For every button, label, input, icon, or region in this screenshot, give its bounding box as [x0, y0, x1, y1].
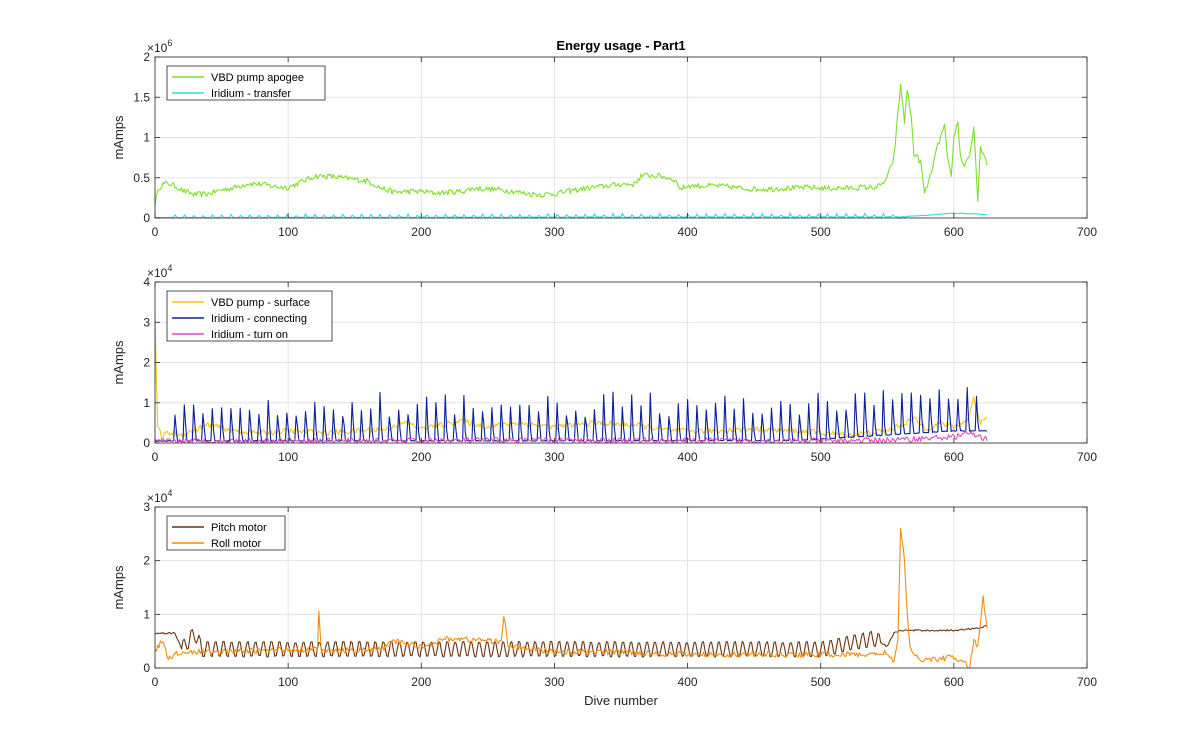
axis-exponent: ×104 [147, 488, 172, 505]
y-tick-label: 1.5 [133, 90, 150, 104]
x-tick-label: 600 [944, 225, 964, 239]
y-tick-label: 1 [143, 396, 150, 410]
series-group [155, 83, 988, 218]
exponent-power: 6 [167, 38, 172, 48]
y-tick-label: 0 [143, 436, 150, 450]
x-tick-label: 400 [678, 450, 698, 464]
y-tick-label: 0.5 [133, 171, 150, 185]
series-group [155, 315, 988, 443]
axis-exponent: ×106 [147, 38, 172, 55]
x-tick-label: 600 [944, 450, 964, 464]
series-line-iridium-transfer [155, 212, 988, 218]
x-tick-label: 100 [278, 450, 298, 464]
series-group [155, 527, 988, 668]
x-tick-label: 300 [544, 225, 564, 239]
series-line-vbd-pump-apogee [155, 83, 988, 206]
y-tick-label: 1 [143, 131, 150, 145]
plot-area [155, 507, 1087, 668]
series-line-iridium-turn-on [155, 430, 988, 443]
chart-panel-3: 0 100 200 300 400 500 600 700 0 1 2 3×104 mAmps Dive … [111, 488, 1097, 708]
y-tick-label: 2 [143, 356, 150, 370]
x-tick-label: 500 [811, 225, 831, 239]
legend: Pitch motor Roll motor [166, 515, 286, 551]
x-tick-label: 500 [811, 450, 831, 464]
y-tick-label: 0 [143, 661, 150, 675]
series-line-roll-motor [155, 527, 988, 668]
x-tick-label: 700 [1077, 675, 1097, 689]
x-tick-label: 0 [152, 675, 159, 689]
x-tick-label: 300 [544, 675, 564, 689]
x-tick-label: 0 [152, 225, 159, 239]
x-tick-label: 200 [411, 225, 431, 239]
exponent-power: 4 [167, 488, 172, 498]
y-axis-label: mAmps [111, 115, 126, 160]
y-tick-label: 4 [143, 275, 150, 289]
series-line-pitch-motor [155, 625, 988, 658]
x-tick-label: 700 [1077, 225, 1097, 239]
x-axis-label: Dive number [584, 693, 658, 708]
y-tick-label: 0 [143, 211, 150, 225]
legend: VBD pump apogee Iridium - transfer [166, 65, 326, 101]
legend-entry: Iridium - connecting [211, 313, 307, 325]
exponent-base: ×10 [147, 41, 168, 55]
axes-box [154, 506, 1088, 669]
x-tick-label: 500 [811, 675, 831, 689]
legend-box [166, 65, 326, 101]
y-tick-label: 3 [143, 500, 150, 514]
exponent-base: ×10 [147, 266, 168, 280]
x-tick-label: 400 [678, 675, 698, 689]
legend-entry: Iridium - turn on [211, 329, 288, 341]
y-tick-label: 3 [143, 315, 150, 329]
chart-panel-2: 0 100 200 300 400 500 600 700 0 1 2 3 4×104 mAmps VBD … [111, 263, 1097, 464]
legend-box [166, 290, 333, 342]
x-tick-label: 200 [411, 450, 431, 464]
x-tick-label: 100 [278, 675, 298, 689]
legend: VBD pump - surface Iridium - connecting Ir… [166, 290, 333, 342]
legend-entry: Roll motor [211, 538, 261, 550]
chart-panel-1: 0 100 200 300 400 500 600 700 0 0.5 1 1.5 2×106 mAmps… [111, 38, 1097, 239]
x-tick-label: 400 [678, 225, 698, 239]
x-tick-label: 0 [152, 450, 159, 464]
y-tick-label: 1 [143, 607, 150, 621]
x-tick-label: 100 [278, 225, 298, 239]
y-tick-label: 2 [143, 554, 150, 568]
axis-exponent: ×104 [147, 263, 172, 280]
chart-title: Energy usage - Part1 [556, 38, 685, 53]
x-tick-label: 200 [411, 675, 431, 689]
legend-entry: Iridium - transfer [211, 88, 291, 100]
y-axis-label: mAmps [111, 565, 126, 610]
exponent-base: ×10 [147, 491, 168, 505]
x-tick-label: 600 [944, 675, 964, 689]
legend-box [166, 515, 286, 551]
y-axis-label: mAmps [111, 340, 126, 385]
x-tick-label: 700 [1077, 450, 1097, 464]
legend-entry: VBD pump - surface [211, 297, 310, 309]
x-tick-label: 300 [544, 450, 564, 464]
legend-entry: VBD pump apogee [211, 72, 304, 84]
y-tick-label: 2 [143, 50, 150, 64]
legend-entry: Pitch motor [211, 522, 267, 534]
exponent-power: 4 [167, 263, 172, 273]
